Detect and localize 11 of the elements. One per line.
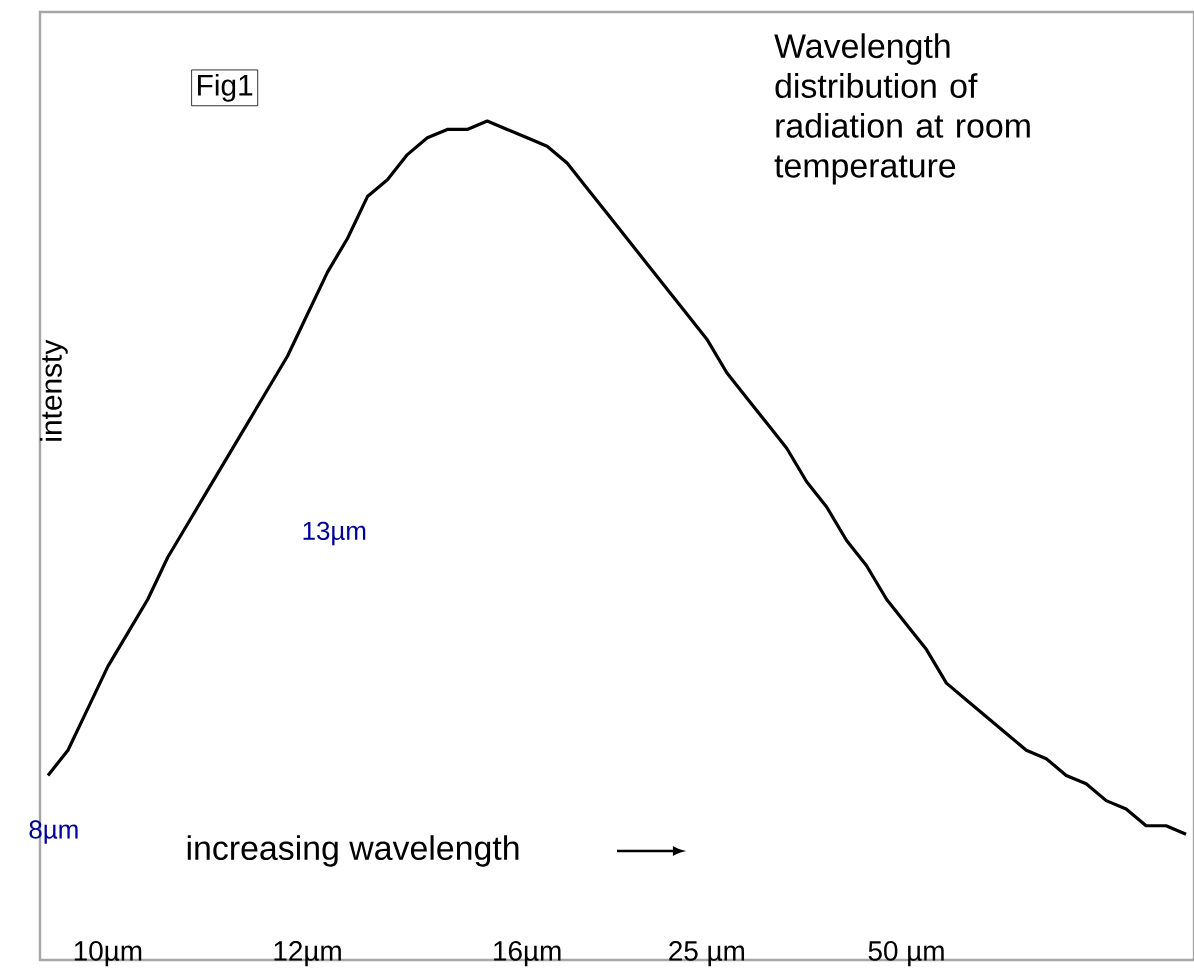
annotation: 13µm <box>303 521 366 546</box>
y-axis-title: intensty <box>39 339 68 441</box>
caption: Fig1 <box>198 73 253 102</box>
x-tick-label: 16µm <box>494 941 561 967</box>
x-tick-label: 25 µm <box>669 941 745 967</box>
x-tick-label: 12µm <box>274 941 341 967</box>
chart-title: Wavelength distribution of radiation at room temperature <box>774 33 1030 185</box>
x-tick-label: 50 µm <box>868 941 944 967</box>
x-axis-title: increasing wavelength <box>187 835 519 867</box>
x-tick-label: 10µm <box>74 941 142 967</box>
annotation: 8µm <box>29 820 78 844</box>
